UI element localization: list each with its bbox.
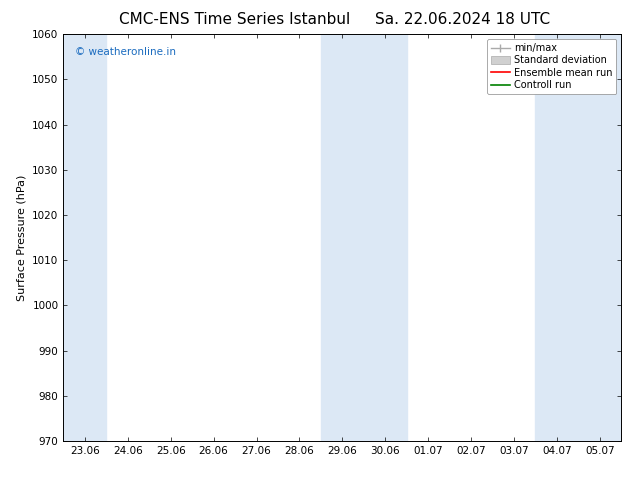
Text: Sa. 22.06.2024 18 UTC: Sa. 22.06.2024 18 UTC: [375, 12, 550, 27]
Bar: [63, 34, 107, 441]
Legend: min/max, Standard deviation, Ensemble mean run, Controll run: min/max, Standard deviation, Ensemble me…: [487, 39, 616, 94]
Bar: [321, 34, 407, 441]
Text: CMC-ENS Time Series Istanbul: CMC-ENS Time Series Istanbul: [119, 12, 350, 27]
Y-axis label: Surface Pressure (hPa): Surface Pressure (hPa): [16, 174, 27, 301]
Text: © weatheronline.in: © weatheronline.in: [75, 47, 176, 56]
Bar: [536, 34, 621, 441]
